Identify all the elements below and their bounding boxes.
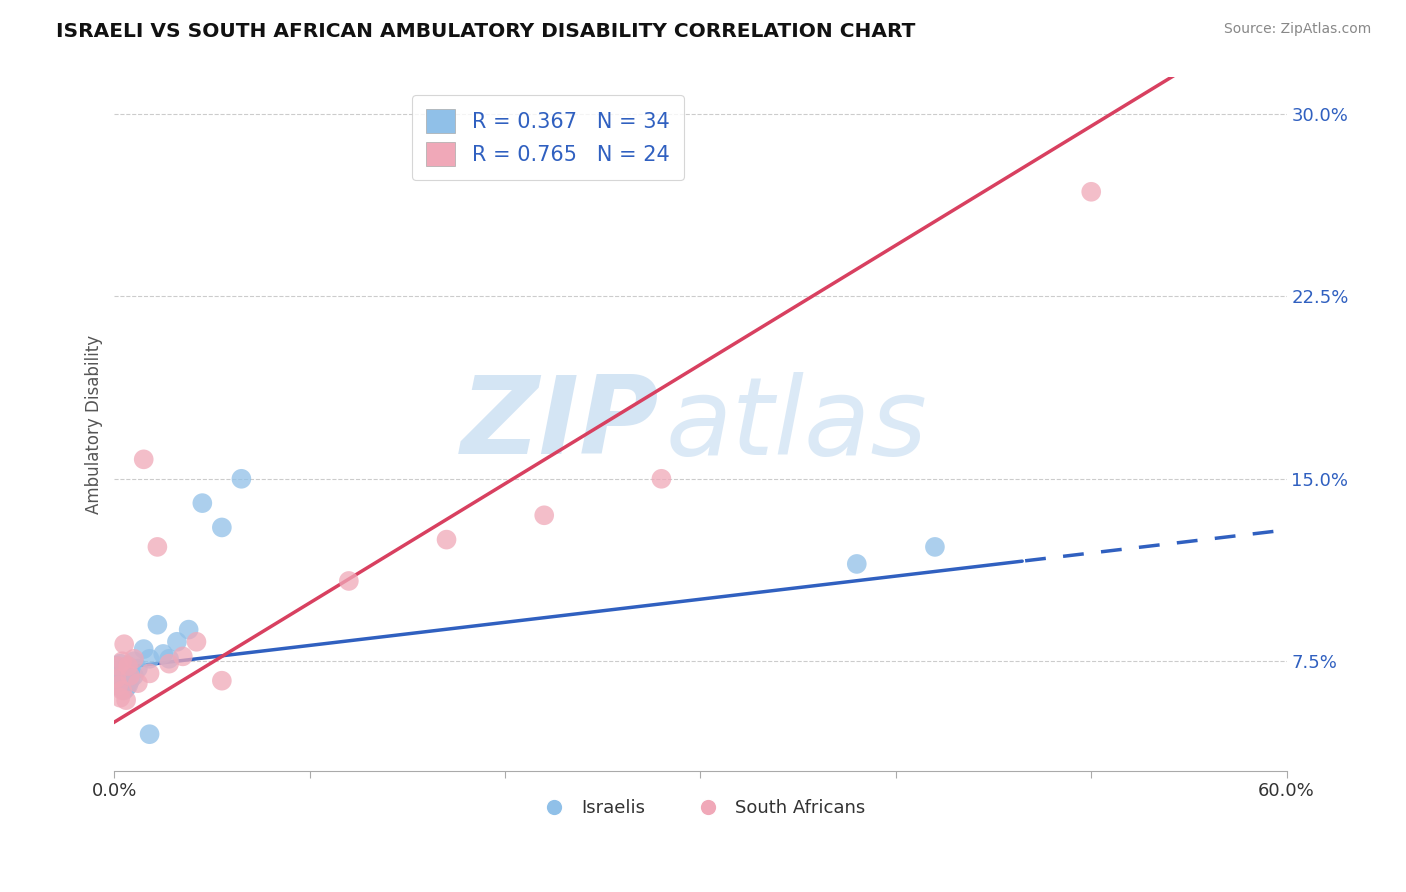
Point xyxy=(132,642,155,657)
Point xyxy=(118,669,141,683)
Point xyxy=(166,634,188,648)
Point xyxy=(112,683,135,698)
Text: atlas: atlas xyxy=(665,372,927,476)
Point xyxy=(111,664,134,678)
Point xyxy=(211,520,233,534)
Point xyxy=(127,676,149,690)
Point xyxy=(152,647,174,661)
Point xyxy=(117,659,139,673)
Point xyxy=(118,664,141,678)
Point xyxy=(122,652,145,666)
Point xyxy=(138,666,160,681)
Point xyxy=(105,669,128,683)
Point xyxy=(191,496,214,510)
Point xyxy=(115,681,138,695)
Point xyxy=(111,683,134,698)
Text: ZIP: ZIP xyxy=(461,371,659,477)
Point xyxy=(138,727,160,741)
Point xyxy=(132,452,155,467)
Point xyxy=(112,671,135,685)
Text: Source: ZipAtlas.com: Source: ZipAtlas.com xyxy=(1223,22,1371,37)
Point xyxy=(105,659,128,673)
Point xyxy=(107,661,129,675)
Point xyxy=(105,671,128,685)
Point xyxy=(107,679,129,693)
Point xyxy=(533,508,555,523)
Point xyxy=(172,649,194,664)
Point xyxy=(146,540,169,554)
Point xyxy=(107,666,129,681)
Point xyxy=(110,657,132,671)
Point xyxy=(186,634,208,648)
Point xyxy=(177,623,200,637)
Text: ISRAELI VS SOUTH AFRICAN AMBULATORY DISABILITY CORRELATION CHART: ISRAELI VS SOUTH AFRICAN AMBULATORY DISA… xyxy=(56,22,915,41)
Point xyxy=(107,659,129,673)
Point xyxy=(117,659,139,673)
Point xyxy=(110,690,132,705)
Point xyxy=(112,637,135,651)
Point xyxy=(107,673,129,688)
Point xyxy=(157,652,180,666)
Point xyxy=(118,673,141,688)
Point xyxy=(115,693,138,707)
Point xyxy=(845,557,868,571)
Point xyxy=(127,661,149,675)
Point xyxy=(138,652,160,666)
Point xyxy=(115,666,138,681)
Point xyxy=(337,574,360,588)
Point xyxy=(231,472,253,486)
Legend: Israelis, South Africans: Israelis, South Africans xyxy=(529,791,873,824)
Point xyxy=(111,676,134,690)
Point xyxy=(146,617,169,632)
Point xyxy=(105,679,128,693)
Point xyxy=(1080,185,1102,199)
Point xyxy=(650,472,672,486)
Y-axis label: Ambulatory Disability: Ambulatory Disability xyxy=(86,334,103,514)
Point xyxy=(157,657,180,671)
Point xyxy=(117,679,139,693)
Point xyxy=(211,673,233,688)
Point xyxy=(122,669,145,683)
Point xyxy=(924,540,946,554)
Point xyxy=(436,533,458,547)
Point xyxy=(110,671,132,685)
Point xyxy=(111,654,134,668)
Point xyxy=(122,654,145,668)
